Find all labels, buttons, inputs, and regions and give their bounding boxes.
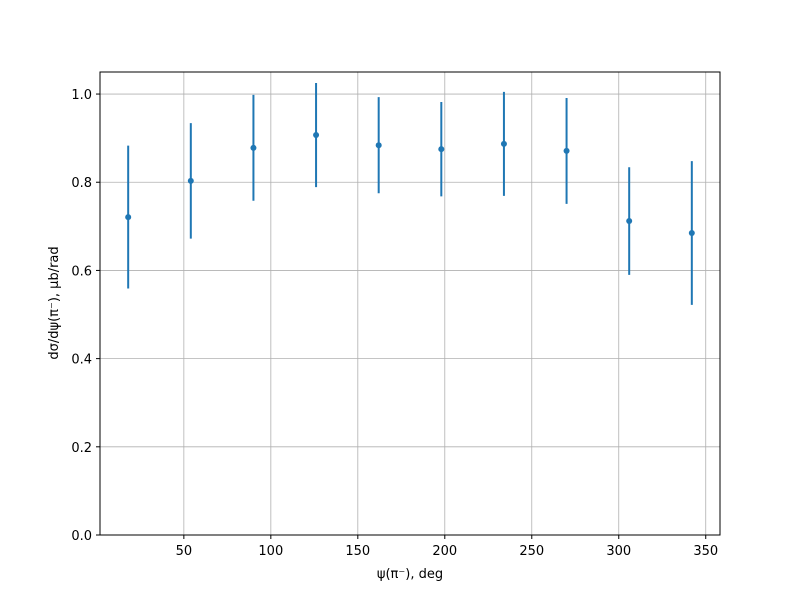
x-tick-label: 300 (606, 544, 631, 559)
data-point (187, 177, 194, 184)
data-point (125, 214, 132, 221)
x-axis-label: ψ(π⁻), deg (377, 567, 443, 582)
y-tick-label: 1.0 (71, 88, 92, 103)
data-point (313, 132, 320, 139)
data-point (563, 147, 570, 154)
data-point (375, 142, 382, 149)
x-tick-label: 200 (432, 544, 457, 559)
x-tick-label: 100 (258, 544, 283, 559)
x-tick-label: 150 (345, 544, 370, 559)
data-point (438, 146, 445, 153)
y-tick-label: 0.2 (71, 441, 92, 456)
y-tick-label: 0.4 (71, 353, 92, 368)
data-point (688, 229, 695, 236)
y-axis-label: dσ/dψ(π⁻), μb/rad (47, 246, 62, 359)
y-tick-label: 0.0 (71, 529, 92, 544)
x-tick-label: 250 (519, 544, 544, 559)
x-tick-label: 350 (693, 544, 718, 559)
x-tick-label: 50 (176, 544, 193, 559)
y-tick-label: 0.6 (71, 264, 92, 279)
data-point (500, 140, 507, 147)
plot-frame (99, 71, 721, 536)
data-point (250, 144, 257, 151)
data-point (626, 218, 633, 225)
y-tick-label: 0.8 (71, 176, 92, 191)
